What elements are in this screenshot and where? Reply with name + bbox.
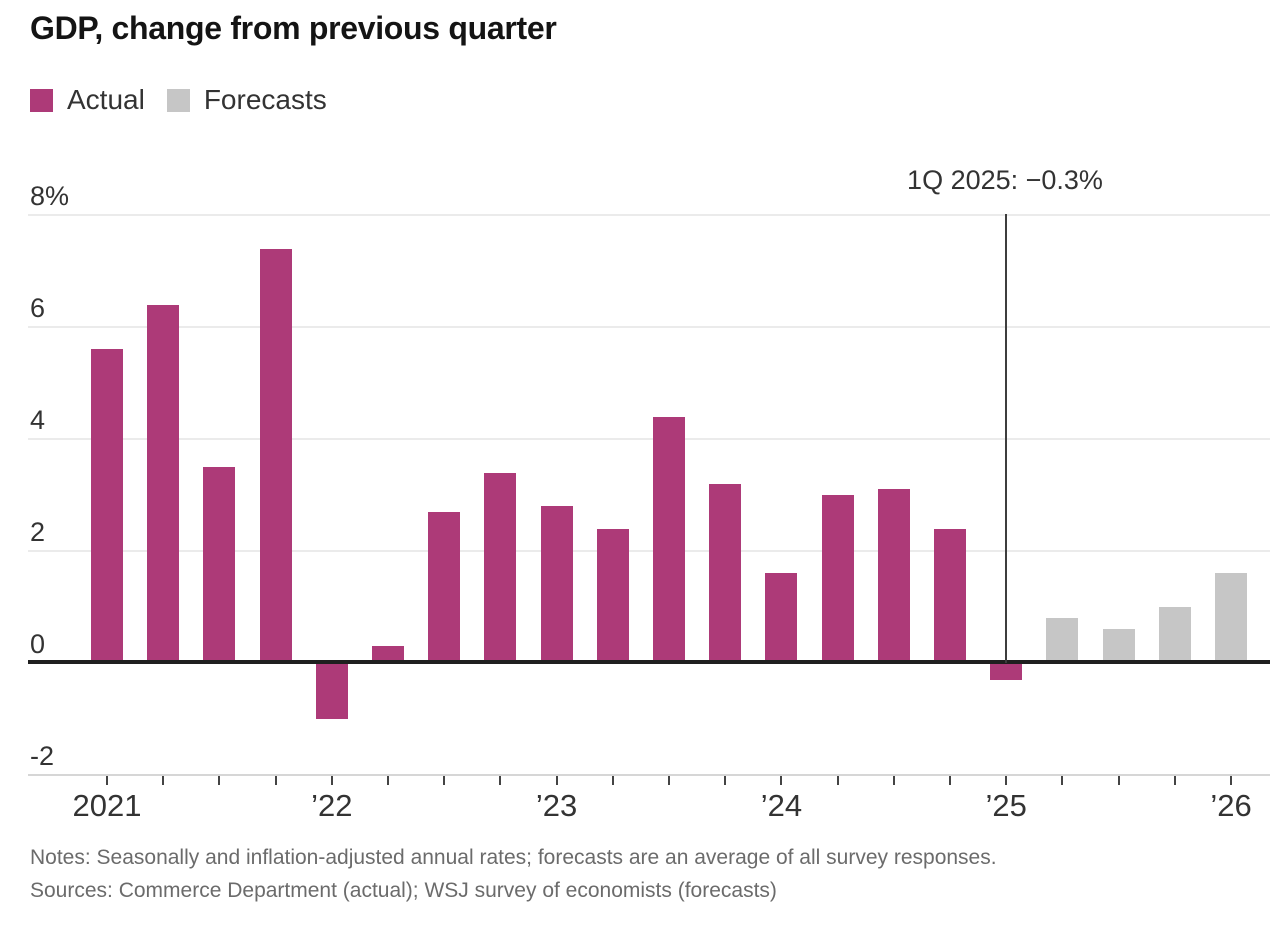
legend-item-actual: Actual (30, 84, 145, 116)
x-tick-q1 (106, 776, 108, 785)
x-tick-q3 (218, 776, 221, 785)
bar-actual-3q-2021[interactable] (203, 467, 236, 663)
x-axis-label-25: ’25 (985, 788, 1027, 823)
bar-actual-2q-2021[interactable] (147, 304, 180, 663)
x-axis-label-26: ’26 (1210, 788, 1252, 823)
y-axis-label-8: 8% (30, 181, 70, 211)
annotation-line (1005, 214, 1008, 663)
bar-actual-1q-2021[interactable] (91, 349, 123, 663)
x-tick-q13 (780, 776, 783, 785)
zero-line (28, 660, 1270, 664)
y-axis-label-6: 6 (30, 293, 46, 323)
bar-actual-3q-2023[interactable] (653, 416, 685, 663)
x-tick-q7 (443, 776, 446, 785)
gridline-2 (28, 550, 1270, 552)
x-tick-q19 (1117, 776, 1120, 785)
gridline-4 (28, 438, 1270, 440)
y-axis-label-4: 4 (30, 405, 46, 435)
x-tick-q9 (555, 776, 558, 785)
legend-swatch-forecasts (166, 88, 190, 112)
x-axis-label-2021: 2021 (72, 788, 142, 823)
bar-forecasts-2q-2025[interactable] (1046, 618, 1079, 663)
x-tick-q10 (611, 776, 614, 785)
bar-forecasts-3q-2025[interactable] (1102, 629, 1135, 663)
bar-actual-4q-2024[interactable] (934, 528, 966, 663)
bar-forecasts-4q-2025[interactable] (1158, 607, 1191, 663)
axis-baseline (28, 774, 1270, 776)
bar-actual-4q-2021[interactable] (259, 248, 292, 663)
bar-actual-1q-2023[interactable] (540, 506, 573, 663)
bar-actual-3q-2022[interactable] (428, 511, 461, 663)
bar-actual-1q-2022[interactable] (315, 663, 348, 719)
x-tick-q11 (668, 776, 670, 785)
legend-label-forecasts: Forecasts (203, 84, 327, 115)
x-tick-q5 (330, 776, 333, 785)
bar-actual-2q-2023[interactable] (596, 528, 629, 663)
x-tick-q14 (836, 776, 839, 785)
bar-forecasts-1q-2026[interactable] (1215, 573, 1247, 663)
x-tick-q20 (1173, 776, 1176, 785)
bar-actual-2q-2024[interactable] (821, 495, 854, 663)
chart-title: GDP, change from previous quarter (30, 10, 557, 46)
x-axis-label-23: ’23 (535, 788, 578, 823)
x-axis-label-24: ’24 (760, 788, 803, 823)
x-tick-q2 (162, 776, 165, 785)
y-axis-label-0: 0 (30, 629, 46, 659)
x-tick-q16 (949, 776, 951, 785)
bar-actual-1q-2024[interactable] (765, 573, 798, 663)
bar-actual-4q-2023[interactable] (709, 483, 742, 663)
x-tick-q17 (1005, 776, 1008, 785)
x-tick-q4 (274, 776, 277, 785)
legend-item-forecasts: Forecasts (166, 84, 327, 116)
annotation-label: 1Q 2025: −0.3% (907, 165, 1103, 195)
x-axis-label-22: ’22 (311, 788, 353, 823)
legend: Actual Forecasts (30, 84, 349, 116)
bar-actual-3q-2024[interactable] (877, 489, 910, 663)
legend-label-actual: Actual (67, 84, 145, 115)
x-tick-q8 (499, 776, 502, 785)
gridline-6 (28, 326, 1270, 328)
y-axis-label-2: -2 (30, 741, 55, 771)
gridline-8 (28, 214, 1270, 216)
bar-actual-1q-2025[interactable] (990, 663, 1023, 680)
sources-line: Sources: Commerce Department (actual); W… (30, 879, 777, 902)
x-tick-q15 (892, 776, 895, 785)
bar-actual-4q-2022[interactable] (484, 472, 517, 663)
y-axis-label-2: 2 (30, 517, 46, 547)
notes-line: Notes: Seasonally and inflation-adjusted… (30, 846, 997, 869)
x-tick-q18 (1061, 776, 1064, 785)
legend-swatch-actual (30, 88, 53, 112)
x-tick-q12 (724, 776, 727, 785)
x-tick-q21 (1230, 776, 1232, 785)
x-tick-q6 (387, 776, 389, 785)
bar-actual-2q-2022[interactable] (372, 646, 404, 663)
